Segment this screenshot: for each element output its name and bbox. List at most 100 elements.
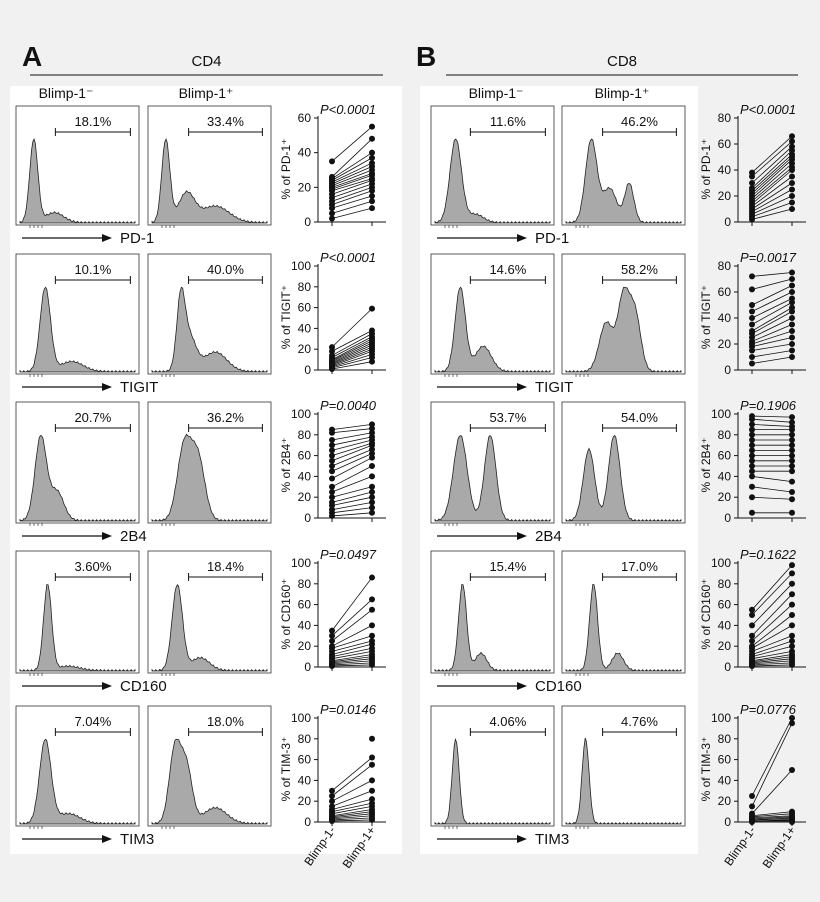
data-point-blimp-neg (749, 315, 755, 321)
pair-line (331, 625, 373, 647)
data-point-blimp-neg (749, 413, 755, 420)
data-point-blimp-pos (369, 425, 375, 432)
gate-percent: 58.2% (621, 262, 658, 277)
data-point-blimp-pos (369, 160, 375, 167)
pair-line (331, 780, 373, 802)
data-point-blimp-neg (329, 483, 335, 490)
y-tick-label: 0 (304, 815, 311, 829)
data-point-blimp-pos (369, 429, 375, 436)
gate-percent: 54.0% (621, 410, 658, 425)
data-point-blimp-neg (329, 348, 335, 355)
pair-line (331, 507, 373, 514)
data-point-blimp-pos (789, 580, 795, 587)
pair-line (331, 342, 373, 363)
y-tick-label: 60 (718, 449, 732, 463)
data-point-blimp-pos (789, 431, 795, 438)
cell-type-title: CD8 (607, 53, 637, 70)
y-tick-label: 60 (298, 111, 312, 125)
data-point-blimp-pos (369, 483, 375, 490)
p-value: P=0.0497 (320, 547, 377, 562)
data-point-blimp-pos (369, 596, 375, 603)
pair-line (751, 272, 793, 277)
data-point-blimp-pos (369, 509, 375, 516)
gate-percent: 18.4% (207, 559, 244, 574)
data-point-blimp-pos (369, 193, 375, 199)
data-point-blimp-neg (749, 606, 755, 613)
data-point-blimp-neg (329, 442, 335, 449)
pair-line (331, 453, 373, 472)
data-point-blimp-neg (749, 643, 755, 650)
y-tick-label: 40 (718, 469, 732, 483)
data-point-blimp-neg (329, 210, 335, 217)
marker-label: PD-1 (120, 230, 154, 247)
histogram-curve (19, 137, 136, 224)
pair-line (751, 302, 793, 325)
data-point-blimp-neg (749, 452, 755, 459)
data-point-blimp-pos (789, 463, 795, 469)
y-tick-label: 80 (298, 280, 312, 294)
pair-line (331, 346, 373, 365)
data-point-blimp-pos (369, 574, 375, 581)
panel-a: A CD4 Blimp-1⁻ Blimp-1⁺ 18.1% 33.4% PD-1 P<0.00… (15, 41, 386, 871)
histogram-curve (434, 138, 551, 224)
pair-line (331, 174, 373, 190)
pair-line (331, 442, 373, 456)
pair-line (331, 491, 373, 503)
panel-b: B CD8 Blimp-1⁻ Blimp-1⁺ 11.6% 46.2% PD-1 P<0.00… (416, 41, 806, 871)
data-point-blimp-pos (789, 328, 795, 334)
panel-letter: A (22, 41, 42, 72)
pair-line (331, 609, 373, 642)
histogram-frame (15, 550, 140, 674)
gate-percent: 20.7% (74, 410, 111, 425)
data-point-blimp-pos (369, 504, 375, 511)
pair-line (331, 340, 373, 361)
data-point-blimp-pos (369, 305, 375, 312)
data-point-blimp-neg (749, 360, 755, 367)
pair-line (751, 583, 793, 626)
column-label: Blimp-1⁺ (595, 85, 650, 101)
pair-line (751, 337, 793, 347)
histogram-frame (430, 550, 555, 674)
pair-line (331, 157, 373, 181)
cell-type-title: CD4 (191, 53, 221, 70)
data-point-blimp-neg (749, 169, 755, 176)
pair-line (331, 432, 373, 441)
pair-line (751, 660, 793, 665)
data-point-blimp-pos (789, 282, 795, 289)
data-point-blimp-pos (369, 645, 375, 652)
data-point-blimp-neg (329, 158, 335, 165)
data-point-blimp-pos (369, 446, 375, 453)
data-point-blimp-neg (749, 185, 755, 192)
marker-arrow-head (517, 234, 527, 242)
data-point-blimp-pos (789, 143, 795, 150)
row-cd160: 3.60% 18.4% CD160 P=0.0497 0 20 40 60 80 100 % of … (15, 547, 386, 695)
pair-line (751, 658, 793, 664)
row-2b4: 20.7% 36.2% 2B4 P=0.0040 0 20 40 60 80 100 % of 2B… (15, 398, 386, 545)
gate-percent: 7.04% (74, 714, 111, 729)
y-tick-label: 40 (298, 618, 312, 632)
data-point-blimp-pos (369, 638, 375, 644)
y-tick-label: 20 (718, 490, 732, 504)
pair-line (751, 311, 793, 334)
data-point-blimp-pos (789, 276, 795, 282)
y-tick-label: 100 (291, 259, 311, 273)
gate-percent: 14.6% (489, 262, 526, 277)
data-point-blimp-pos (789, 321, 795, 328)
y-tick-label: 100 (291, 556, 311, 570)
pair-line (751, 476, 793, 482)
y-tick-label: 100 (711, 407, 731, 421)
pair-line (331, 444, 373, 462)
data-point-blimp-pos (369, 787, 375, 794)
data-point-blimp-neg (749, 612, 755, 618)
p-value: P<0.0001 (320, 102, 376, 117)
data-point-blimp-pos (789, 638, 795, 644)
data-point-blimp-pos (789, 632, 795, 639)
data-point-blimp-pos (789, 423, 795, 430)
marker-arrow-head (102, 234, 112, 242)
pair-line (331, 195, 373, 209)
data-point-blimp-neg (329, 344, 335, 351)
data-point-blimp-neg (329, 798, 335, 805)
pair-line (751, 202, 793, 218)
y-tick-label: 0 (724, 660, 731, 674)
marker-arrow-head (102, 682, 112, 690)
